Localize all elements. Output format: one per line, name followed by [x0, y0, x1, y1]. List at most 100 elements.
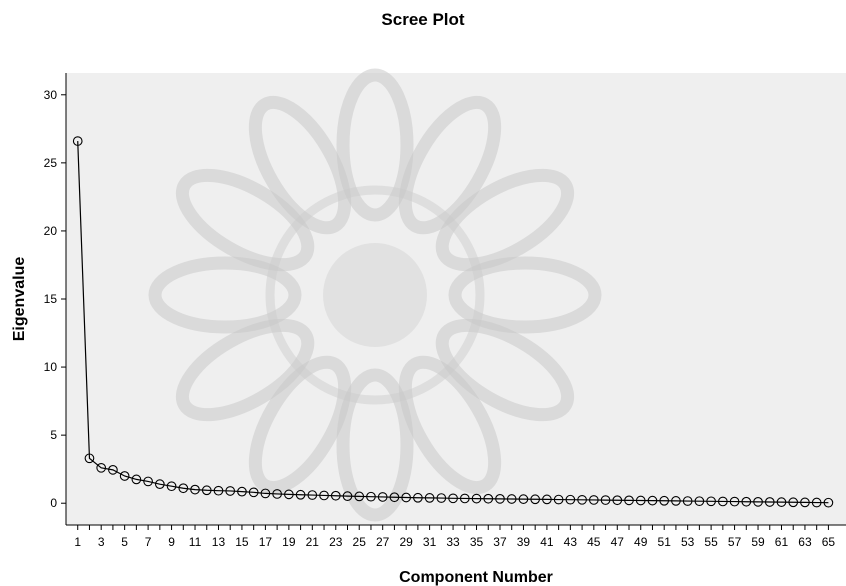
- x-tick-label: 19: [282, 535, 296, 549]
- data-point: [624, 495, 634, 506]
- x-axis-title: Component Number: [399, 569, 553, 586]
- x-tick-label: 45: [587, 535, 601, 549]
- data-point: [682, 496, 693, 506]
- data-point: [248, 487, 259, 498]
- x-tick-label: 61: [775, 535, 789, 549]
- data-point: [413, 492, 423, 503]
- data-point: [471, 493, 482, 504]
- data-point: [776, 497, 787, 507]
- data-point: [108, 465, 118, 475]
- data-point: [764, 497, 775, 507]
- data-point: [577, 494, 587, 505]
- data-point: [565, 494, 576, 505]
- data-point: [424, 493, 435, 503]
- data-point: [131, 474, 142, 485]
- data-point: [612, 495, 623, 506]
- x-tick-label: 41: [540, 535, 554, 549]
- data-point: [495, 494, 505, 504]
- y-axis: 0 5 10 15 20 25 30: [44, 88, 66, 510]
- data-point: [401, 492, 412, 503]
- data-point: [448, 493, 458, 504]
- x-tick-label: 7: [145, 535, 152, 549]
- data-point: [284, 489, 294, 500]
- data-point: [600, 495, 611, 505]
- x-tick-label: 51: [658, 535, 672, 549]
- x-tick-label: 35: [470, 535, 484, 549]
- data-point: [811, 497, 822, 508]
- data-point: [366, 491, 376, 502]
- data-point: [295, 489, 306, 500]
- data-point: [671, 496, 681, 506]
- y-axis-title: Eigenvalue: [11, 257, 28, 342]
- data-point: [272, 489, 282, 499]
- x-tick-label: 53: [681, 535, 695, 549]
- x-tick-label: 63: [798, 535, 812, 549]
- data-point: [717, 496, 728, 507]
- data-point: [729, 496, 740, 507]
- x-tick-label: 59: [751, 535, 765, 549]
- data-point: [588, 495, 599, 505]
- data-point: [178, 483, 189, 494]
- data-point: [237, 486, 247, 497]
- x-tick-label: 43: [564, 535, 578, 549]
- x-tick-label: 9: [168, 535, 175, 549]
- data-point: [436, 493, 447, 503]
- x-tick-label: 3: [98, 535, 105, 549]
- data-point: [319, 490, 329, 501]
- data-point: [143, 476, 153, 487]
- y-tick-label: 0: [50, 496, 57, 510]
- x-tick-label: 55: [704, 535, 718, 549]
- data-point: [377, 492, 388, 502]
- x-tick-label: 23: [329, 535, 343, 549]
- x-tick-label: 57: [728, 535, 742, 549]
- data-point: [342, 491, 353, 501]
- data-point: [213, 485, 224, 496]
- x-tick-label: 31: [423, 535, 437, 549]
- data-point: [330, 490, 341, 501]
- data-point: [225, 486, 236, 496]
- x-tick-label: 13: [212, 535, 226, 549]
- x-tick-label: 5: [121, 535, 128, 549]
- data-point: [84, 453, 95, 464]
- y-tick-label: 15: [44, 292, 58, 306]
- data-point: [659, 495, 670, 506]
- y-tick-label: 30: [44, 88, 58, 102]
- data-point: [788, 497, 799, 508]
- data-point: [166, 481, 177, 492]
- x-tick-label: 49: [634, 535, 648, 549]
- x-tick-label: 47: [611, 535, 625, 549]
- x-tick-label: 27: [376, 535, 390, 549]
- x-tick-label: 65: [822, 535, 836, 549]
- data-point: [506, 494, 517, 504]
- x-tick-label: 25: [353, 535, 367, 549]
- data-point: [459, 493, 470, 504]
- data-point: [96, 462, 107, 473]
- data-point: [706, 496, 716, 507]
- y-tick-label: 25: [44, 156, 58, 170]
- data-point: [553, 494, 564, 505]
- x-tick-label: 17: [259, 535, 273, 549]
- data-point: [260, 488, 271, 499]
- data-point: [154, 479, 165, 490]
- data-point: [694, 496, 705, 507]
- x-tick-label: 21: [306, 535, 320, 549]
- x-tick-label: 39: [517, 535, 531, 549]
- data-point: [741, 496, 752, 507]
- data-point: [542, 494, 552, 505]
- data-point: [201, 485, 212, 496]
- data-point: [72, 136, 83, 146]
- x-tick-label: 29: [399, 535, 413, 549]
- x-tick-label: 37: [493, 535, 507, 549]
- series-markers: [72, 136, 834, 508]
- y-tick-label: 5: [50, 428, 57, 442]
- data-point: [823, 497, 834, 508]
- data-point: [647, 495, 658, 506]
- chart-title: Scree Plot: [381, 10, 465, 29]
- data-point: [800, 497, 810, 508]
- data-point: [190, 484, 200, 495]
- x-tick-label: 1: [74, 535, 81, 549]
- x-axis: 1 3 5 7 9 11 13 15 17 19 21 23 25 27 29 31 33 35 37 39 41 43 4…: [74, 525, 835, 549]
- watermark: [148, 68, 602, 522]
- data-point: [354, 491, 365, 502]
